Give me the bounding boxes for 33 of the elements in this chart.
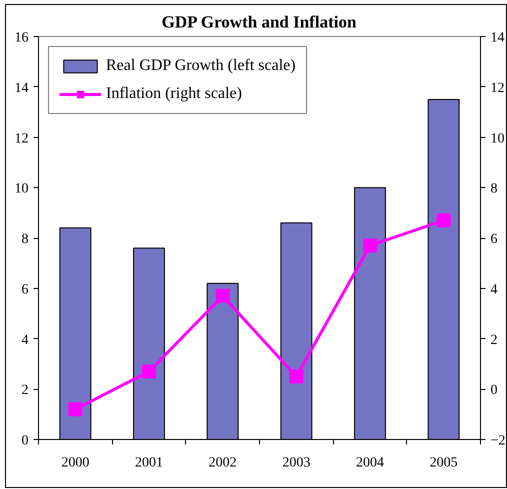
- y-tick-label: 16: [14, 30, 28, 46]
- y2-tick-label: 8: [490, 182, 498, 197]
- y2-tick-label: 14: [490, 30, 504, 46]
- y2-tick-label: 12: [490, 80, 504, 96]
- y-tick-label: 0: [22, 434, 28, 448]
- x-tick-label: 2000: [61, 456, 90, 470]
- chart-title: GDP Growth and Inflation: [162, 12, 357, 32]
- x-tick-label: 2001: [135, 456, 163, 470]
- y-tick-label: 4: [22, 332, 28, 348]
- x-tick-label: 2002: [208, 456, 237, 470]
- y-tick-label: 2: [22, 383, 28, 398]
- x-tick-label: 2005: [430, 456, 458, 470]
- point: [142, 364, 156, 378]
- y2-tick-label: 0: [490, 383, 498, 398]
- x-tick-label: 2003: [282, 456, 310, 470]
- point: [289, 370, 304, 384]
- y-tick-label: 6: [22, 282, 28, 298]
- y2-tick-label: 2: [490, 332, 498, 348]
- point: [216, 288, 230, 303]
- legend-label: Real GDP Growth (left scale): [106, 57, 296, 75]
- x-tick-label: 2004: [356, 456, 384, 470]
- point: [436, 213, 451, 228]
- point: [68, 402, 82, 416]
- y2-tick-label: 6: [490, 232, 498, 247]
- y-tick-label: 8: [22, 232, 28, 247]
- point: [363, 238, 377, 253]
- y-tick-label: 12: [14, 131, 28, 146]
- y-tick-label: 14: [14, 80, 28, 96]
- y2-tick-label: −2: [490, 434, 506, 448]
- legend-label: Inflation (right scale): [106, 85, 242, 103]
- y2-tick-label: 10: [490, 131, 504, 146]
- y2-tick-label: 4: [490, 282, 498, 298]
- y-tick-label: 10: [14, 182, 28, 197]
